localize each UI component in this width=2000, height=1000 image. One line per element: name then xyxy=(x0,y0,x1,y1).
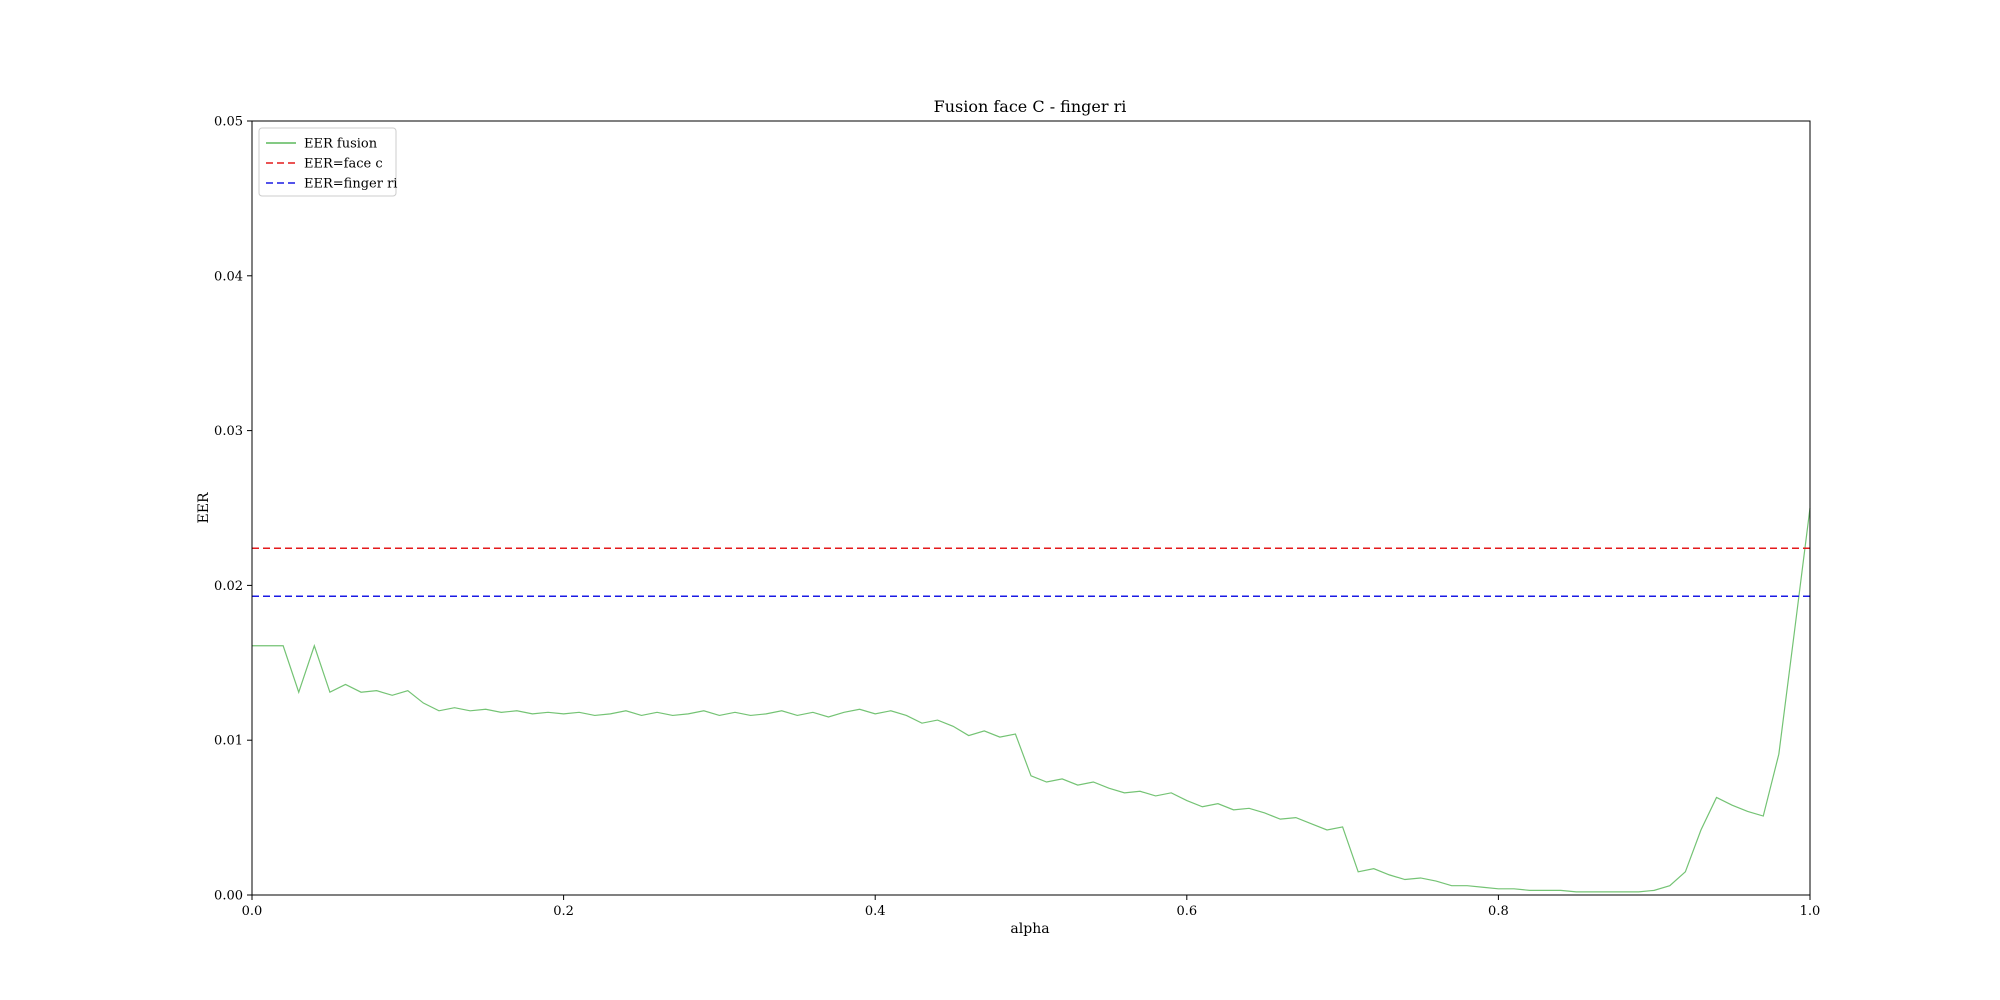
chart-title: Fusion face C - finger ri xyxy=(934,97,1127,116)
y-tick-label: 0.04 xyxy=(214,269,243,284)
x-axis: 0.0 0.2 0.4 0.6 0.8 1.0 xyxy=(242,895,1821,919)
x-tick-label: 1.0 xyxy=(1800,904,1821,919)
y-tick-label: 0.01 xyxy=(214,734,243,749)
y-axis: 0.00 0.01 0.02 0.03 0.04 0.05 xyxy=(214,115,252,904)
series-layer xyxy=(252,507,1811,893)
legend-box xyxy=(258,127,397,197)
legend-entry-label: EER fusion xyxy=(304,137,378,152)
x-axis-label: alpha xyxy=(1010,921,1049,937)
y-tick-label: 0.05 xyxy=(214,115,243,130)
y-tick-label: 0.02 xyxy=(214,579,243,594)
legend-entry-label: EER=finger ri xyxy=(304,177,397,192)
series-line-0 xyxy=(252,507,1811,893)
legend-entry-label: EER=face c xyxy=(304,157,383,172)
y-tick-label: 0.00 xyxy=(214,889,243,904)
x-tick-label: 0.6 xyxy=(1176,904,1197,919)
x-tick-label: 0.8 xyxy=(1488,904,1509,919)
legend: EER fusion EER=face c EER=finger ri xyxy=(258,127,397,197)
x-tick-label: 0.4 xyxy=(865,904,886,919)
plot-area-frame xyxy=(251,120,1811,896)
y-tick-label: 0.03 xyxy=(214,424,243,439)
y-axis-label: EER xyxy=(196,492,212,523)
x-tick-label: 0.2 xyxy=(553,904,574,919)
x-tick-label: 0.0 xyxy=(242,904,263,919)
